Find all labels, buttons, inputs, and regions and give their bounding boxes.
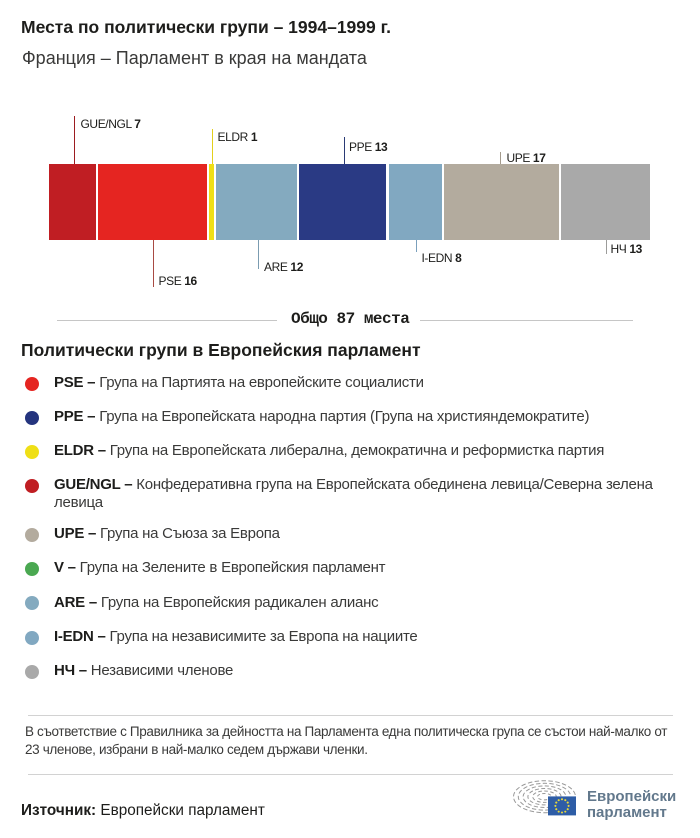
svg-text:парламент: парламент xyxy=(587,804,667,821)
svg-text:Европейски: Европейски xyxy=(587,788,676,805)
